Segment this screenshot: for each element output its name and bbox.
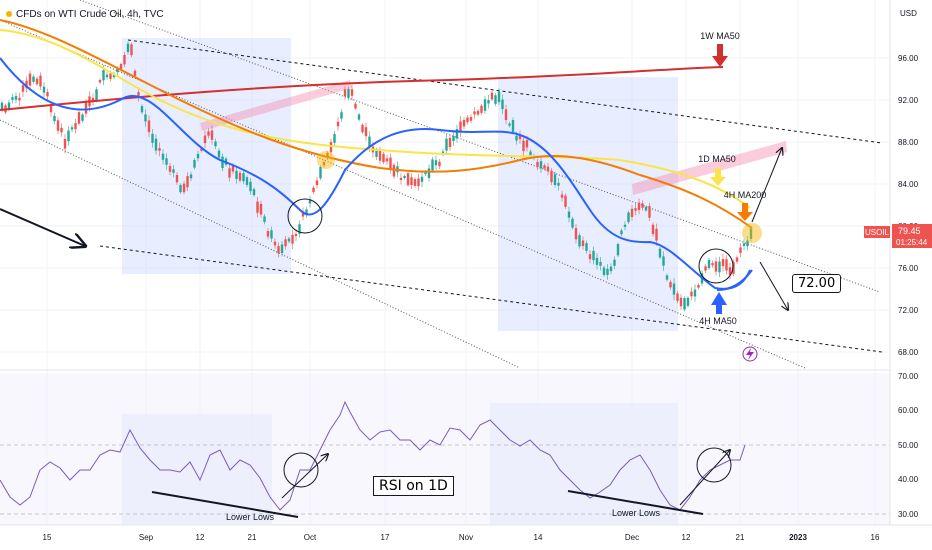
channel-lines — [0, 0, 883, 369]
moving-averages — [0, 19, 753, 290]
rsi-tick-4: 30.00 — [898, 510, 919, 519]
ma50-1w-label: 1W MA50 — [700, 31, 740, 41]
ma50-4h-arrow — [711, 292, 727, 314]
projection-up-arrow — [751, 148, 782, 223]
resistance-zones — [200, 80, 787, 195]
time-tick-1: Sep — [139, 533, 154, 542]
time-tick-10: 21 — [736, 533, 745, 542]
price-tick-7: 68.00 — [898, 348, 919, 357]
lower-lows-label-1: Lower Lows — [226, 512, 275, 522]
ma50-4h-line — [0, 57, 751, 290]
time-tick-12: 16 — [871, 533, 880, 542]
price-tick-6: 72.00 — [898, 306, 919, 315]
ma50-4h-label: 4H MA50 — [699, 316, 737, 326]
ma200-4h-arrow — [737, 203, 753, 221]
time-tick-4: Oct — [304, 533, 317, 542]
rsi-tick-2: 50.00 — [898, 441, 919, 450]
rsi-background — [0, 373, 890, 525]
highlight-box-sep — [122, 38, 291, 274]
chart-title: CFDs on WTI Crude Oil, 4h, TVC — [6, 9, 164, 20]
price-tick-0: 96.00 — [898, 54, 919, 63]
time-tick-5: 17 — [381, 533, 390, 542]
time-tick-7: 14 — [534, 533, 543, 542]
rsi-tick-1: 60.00 — [898, 406, 919, 415]
chart-title-text: CFDs on WTI Crude Oil, 4h, TVC — [16, 9, 164, 20]
touch-point-oct — [317, 151, 335, 169]
currency-label: USD — [900, 9, 917, 18]
price-tick-5: 76.00 — [898, 264, 919, 273]
rsi-line — [0, 400, 746, 511]
time-tick-2: 12 — [196, 533, 205, 542]
lower-lows-line-2 — [567, 490, 704, 515]
ma50-projection — [716, 269, 753, 291]
ma50-1d-arrow — [710, 168, 726, 186]
price-tick-1: 92.00 — [898, 96, 919, 105]
price-tick-3: 84.00 — [898, 180, 919, 189]
ma200-4h-line — [0, 19, 753, 229]
rsi-title-box: RSI on 1D — [373, 476, 454, 496]
time-tick-8: Dec — [625, 533, 639, 542]
rsi-circle-dec — [696, 447, 732, 483]
symbol-label: USOIL — [865, 228, 890, 237]
ma50-1d-line — [0, 29, 751, 209]
rsi-axis[interactable]: 70.00 60.00 50.00 40.00 30.00 — [898, 372, 919, 519]
time-tick-11: 2023 — [789, 533, 807, 542]
time-axis[interactable]: 15 Sep 12 21 Oct 17 Nov 14 Dec 12 21 2023 16 — [43, 533, 880, 542]
price-tick-2: 88.00 — [898, 138, 919, 147]
ma50-1w-arrow — [712, 44, 728, 67]
lower-lows-line-1 — [151, 491, 299, 518]
rsi-arrow-oct — [281, 454, 328, 499]
cross-circle-dec — [698, 248, 734, 284]
target-box: 72.00 — [792, 274, 842, 293]
ma200-4h-label: 4H MA200 — [724, 190, 767, 200]
countdown-timer: 01:25:44 — [896, 238, 928, 247]
highlight-box-nov — [498, 77, 678, 331]
last-price-value: 79.45 — [898, 226, 921, 236]
time-tick-3: 21 — [248, 533, 257, 542]
trend-arrow-left — [0, 208, 85, 246]
ma50-1d-label: 1D MA50 — [698, 154, 736, 164]
status-dot-icon — [6, 11, 12, 18]
projection-down-arrow — [759, 261, 788, 310]
ma50-1w-line — [0, 66, 724, 111]
candles — [0, 41, 753, 312]
time-tick-0: 15 — [43, 533, 52, 542]
lightning-icon[interactable] — [742, 346, 758, 362]
rsi-tick-0: 70.00 — [898, 372, 919, 381]
rsi-tick-3: 40.00 — [898, 475, 919, 484]
lower-lows-label-2: Lower Lows — [612, 508, 661, 518]
touch-point-dec — [742, 223, 762, 243]
time-tick-6: Nov — [459, 533, 473, 542]
rsi-arrow-dec — [679, 450, 730, 506]
rsi-circle-oct — [283, 452, 319, 488]
last-price-label: USOIL 79.45 01:25:44 — [864, 224, 932, 248]
cross-circle-oct — [287, 198, 323, 234]
time-tick-9: 12 — [682, 533, 691, 542]
